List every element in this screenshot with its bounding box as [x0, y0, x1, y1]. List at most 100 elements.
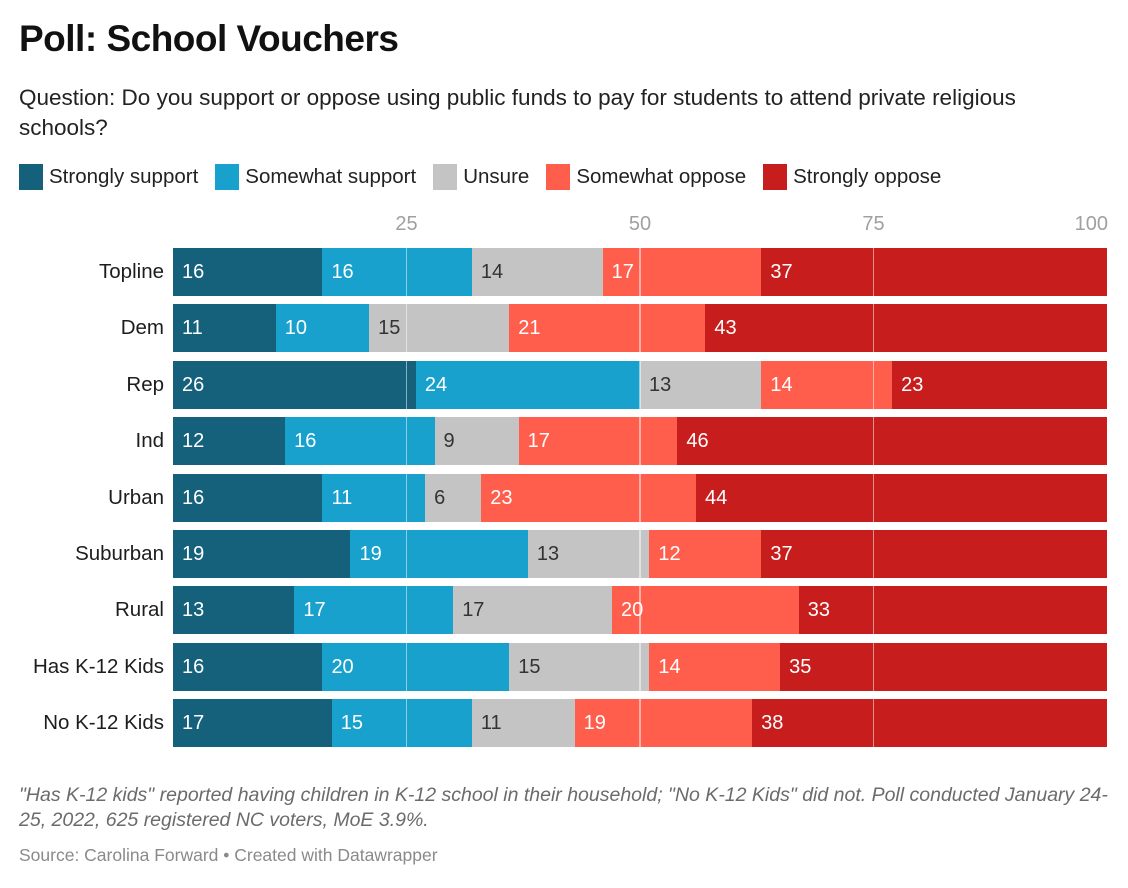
data-label: 9 — [443, 430, 455, 453]
stacked-bar: 16 16 14 17 37 — [173, 248, 1107, 296]
legend: Strongly support Somewhat support Unsure So… — [19, 164, 958, 190]
legend-label: Unsure — [463, 165, 530, 188]
category-label: Topline — [99, 260, 164, 283]
data-label: 17 — [611, 261, 634, 283]
data-label: 16 — [182, 655, 205, 678]
bar-segment — [173, 360, 416, 409]
data-label: 44 — [705, 486, 728, 509]
data-label: 10 — [284, 317, 307, 340]
bar-segment — [892, 360, 1107, 409]
bar-segment — [322, 642, 510, 691]
stacked-bar: 11 10 15 21 43 — [173, 304, 1107, 353]
bar-segment — [611, 586, 799, 635]
category-label: Rep — [126, 372, 164, 396]
bar-segment — [677, 417, 1107, 466]
data-label: 16 — [182, 486, 205, 509]
data-label: 20 — [331, 655, 354, 678]
bar-segment — [173, 530, 351, 578]
bar-segment — [173, 304, 276, 353]
bar-segment — [322, 248, 472, 296]
bar-segment — [761, 530, 1107, 578]
data-label: 21 — [518, 317, 541, 340]
data-label: 20 — [620, 599, 644, 622]
category-label: Has K-12 Kids — [32, 654, 164, 678]
bar-segment — [322, 473, 426, 522]
gridline — [405, 248, 408, 748]
data-label: 14 — [658, 655, 681, 678]
chart-source: Source: Carolina Forward • Created with … — [19, 845, 438, 865]
data-label: 17 — [527, 430, 550, 453]
bar-segment — [649, 530, 762, 578]
data-label: 38 — [761, 712, 784, 735]
bar-segment — [574, 699, 753, 748]
legend-swatch — [433, 164, 458, 190]
data-label: 13 — [649, 373, 672, 396]
data-label: 43 — [714, 317, 737, 340]
bar-segment — [415, 360, 640, 409]
category-label: Urban — [108, 485, 164, 509]
bar-segment — [173, 586, 295, 635]
gridline — [639, 248, 641, 748]
data-label: 16 — [182, 261, 205, 283]
legend-swatch — [546, 164, 571, 190]
bar-segment — [752, 699, 1107, 748]
data-label: 19 — [359, 543, 382, 565]
data-label: 35 — [789, 655, 812, 678]
bar-segment — [761, 248, 1107, 296]
data-label: 16 — [294, 430, 317, 453]
data-label: 46 — [686, 430, 709, 453]
data-label: 19 — [583, 712, 606, 735]
bar-segment — [509, 642, 650, 691]
bar-segment — [696, 473, 1107, 522]
chart-note: "Has K-12 kids" reported having children… — [19, 784, 1108, 831]
x-tick-label: 25 — [395, 213, 418, 235]
x-tick-label: 50 — [628, 213, 652, 235]
data-label: 17 — [182, 712, 205, 735]
category-label: Suburban — [75, 542, 164, 565]
chart-subtitle: Question: Do you support or oppose using… — [19, 85, 1016, 140]
data-label: 37 — [770, 261, 793, 283]
bar-segment — [331, 699, 472, 748]
bar-segment — [798, 586, 1107, 635]
stacked-bar: 13 17 17 20 33 — [173, 586, 1107, 635]
legend-item: Strongly oppose — [763, 164, 941, 190]
data-label: 12 — [182, 430, 205, 453]
legend-label: Strongly support — [49, 165, 199, 188]
legend-label: Strongly oppose — [793, 165, 942, 188]
bar-segment — [275, 304, 370, 353]
data-label: 33 — [807, 599, 831, 622]
bar-segment — [509, 304, 706, 353]
legend-item: Unsure — [433, 164, 529, 190]
bar-segment — [481, 473, 697, 522]
data-label: 24 — [424, 373, 448, 396]
data-label: 23 — [490, 486, 513, 509]
legend-item: Somewhat oppose — [546, 164, 746, 190]
data-label: 11 — [182, 317, 203, 340]
data-label: 37 — [770, 543, 793, 565]
x-tick-label: 75 — [862, 213, 885, 235]
legend-item: Somewhat support — [215, 164, 416, 190]
bar-segment — [649, 642, 781, 691]
data-label: 15 — [518, 655, 541, 678]
data-label: 15 — [378, 317, 401, 340]
bar-segment — [350, 530, 528, 578]
bar-segment — [173, 417, 286, 466]
bar-segment — [173, 473, 323, 522]
bar-segment — [471, 248, 603, 296]
data-label: 17 — [462, 599, 485, 622]
bar-segment — [285, 417, 435, 466]
stacked-bar-chart: 25 50 75 100 Topline 16 16 14 17 37 Dem 11 10 15 21 43 R… — [0, 205, 1128, 765]
bar-segment — [518, 417, 678, 466]
category-label: Ind — [135, 429, 165, 453]
data-label: 11 — [331, 486, 353, 509]
bar-segment — [527, 530, 650, 578]
bar-segment — [425, 473, 482, 522]
legend-label: Somewhat oppose — [576, 165, 747, 188]
stacked-bar: 12 16 9 17 46 — [173, 417, 1107, 466]
data-label: 6 — [434, 486, 446, 509]
bar-segment — [761, 360, 893, 409]
legend-swatch — [215, 164, 240, 190]
bar-segment — [434, 417, 519, 466]
bar-segment — [173, 699, 332, 748]
category-label: No K-12 Kids — [43, 711, 164, 735]
